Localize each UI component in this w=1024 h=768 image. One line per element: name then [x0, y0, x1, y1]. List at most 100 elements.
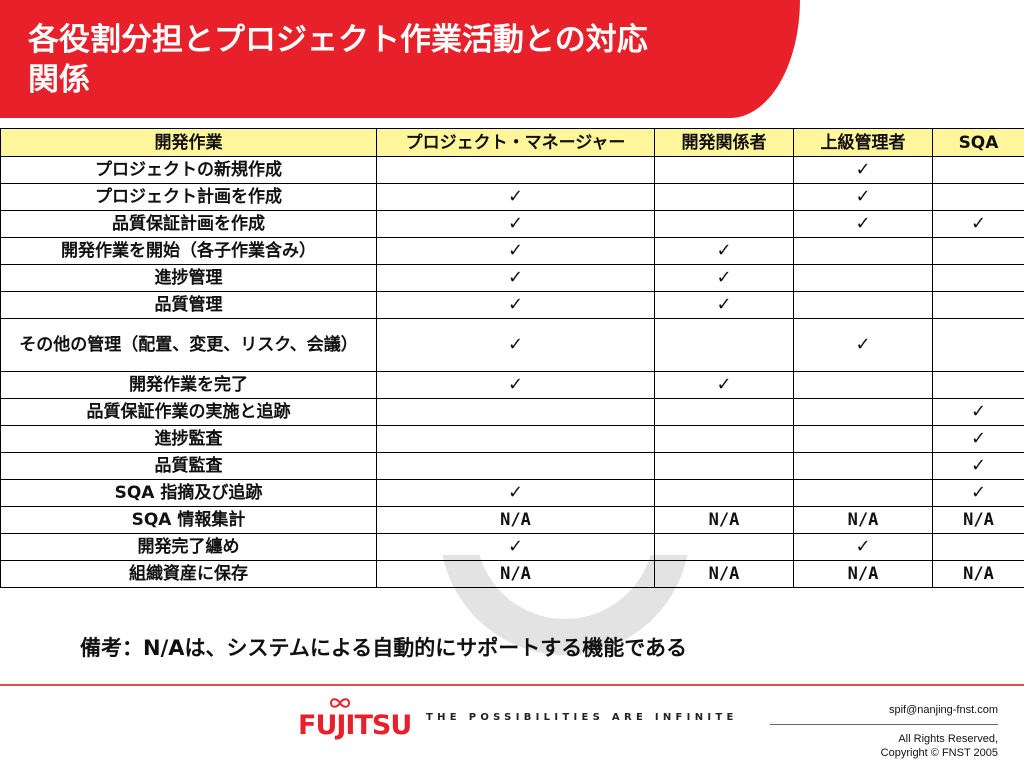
- project-manager-cell: [376, 452, 655, 480]
- developers-cell: ✓: [654, 237, 794, 265]
- senior-manager-cell: [793, 479, 933, 507]
- developers-cell: [654, 425, 794, 453]
- project-manager-cell: N/A: [376, 560, 655, 588]
- project-manager-cell: ✓: [376, 210, 655, 238]
- activity-cell: 開発完了纏め: [0, 533, 377, 561]
- developers-cell: [654, 533, 794, 561]
- senior-manager-cell: [793, 237, 933, 265]
- activity-cell: プロジェクト計画を作成: [0, 183, 377, 211]
- project-manager-cell: ✓: [376, 183, 655, 211]
- tagline: THE POSSIBILITIES ARE INFINITE: [426, 712, 738, 723]
- sqa-cell: [932, 533, 1024, 561]
- senior-manager-cell: N/A: [793, 560, 933, 588]
- project-manager-cell: [376, 156, 655, 184]
- table-row: 進捗管理 ✓ ✓: [0, 264, 1024, 292]
- activity-cell: 品質保証作業の実施と追跡: [0, 398, 377, 426]
- activity-cell: その他の管理（配置、変更、リスク、会議）: [0, 318, 377, 372]
- slide-title: 各役割分担とプロジェクト作業活動との対応 関係: [28, 20, 788, 100]
- table-header: 開発作業 プロジェクト・マネージャー 開発関係者 上級管理者 SQA: [0, 128, 1024, 157]
- table-row: 品質保証計画を作成 ✓ ✓ ✓: [0, 210, 1024, 238]
- activity-cell: 品質保証計画を作成: [0, 210, 377, 238]
- senior-manager-cell: [793, 291, 933, 319]
- table-row: 開発作業を開始（各子作業含み） ✓ ✓: [0, 237, 1024, 265]
- table-row: 進捗監査 ✓: [0, 425, 1024, 453]
- developers-cell: [654, 452, 794, 480]
- contact-email: spif@nanjing-fnst.com: [889, 704, 998, 716]
- role-activity-table: 開発作業 プロジェクト・マネージャー 開発関係者 上級管理者 SQA プロジェク…: [0, 128, 1024, 588]
- project-manager-cell: ✓: [376, 237, 655, 265]
- activity-cell: SQA 指摘及び追跡: [0, 479, 377, 507]
- senior-manager-cell: ✓: [793, 210, 933, 238]
- activity-cell: 品質管理: [0, 291, 377, 319]
- infinity-logo-icon: [329, 698, 351, 708]
- senior-manager-cell: ✓: [793, 533, 933, 561]
- rights-reserved: All Rights Reserved,: [898, 733, 998, 745]
- table-row: 組織資産に保存 N/A N/A N/A N/A: [0, 560, 1024, 588]
- sqa-cell: ✓: [932, 479, 1024, 507]
- header-activity: 開発作業: [0, 128, 377, 157]
- project-manager-cell: [376, 425, 655, 453]
- senior-manager-cell: [793, 398, 933, 426]
- sqa-cell: [932, 291, 1024, 319]
- table-row: 開発完了纏め ✓ ✓: [0, 533, 1024, 561]
- sqa-cell: [932, 237, 1024, 265]
- copyright-text: Copyright © FNST 2005: [880, 747, 998, 759]
- senior-manager-cell: ✓: [793, 183, 933, 211]
- activity-cell: 組織資産に保存: [0, 560, 377, 588]
- sqa-cell: N/A: [932, 506, 1024, 534]
- header-developers: 開発関係者: [654, 128, 794, 157]
- header-senior-manager: 上級管理者: [793, 128, 933, 157]
- senior-manager-cell: N/A: [793, 506, 933, 534]
- table-row: SQA 指摘及び追跡 ✓ ✓: [0, 479, 1024, 507]
- table-row: その他の管理（配置、変更、リスク、会議） ✓ ✓: [0, 318, 1024, 372]
- developers-cell: ✓: [654, 291, 794, 319]
- developers-cell: N/A: [654, 560, 794, 588]
- senior-manager-cell: [793, 371, 933, 399]
- sqa-cell: [932, 264, 1024, 292]
- activity-cell: 進捗監査: [0, 425, 377, 453]
- table-body: プロジェクトの新規作成 ✓ プロジェクト計画を作成 ✓ ✓ 品質保証計画を作成 ✓ ✓ ✓ 開発作…: [0, 156, 1024, 588]
- table-row: 品質監査 ✓: [0, 452, 1024, 480]
- activity-cell: 進捗管理: [0, 264, 377, 292]
- activity-cell: 開発作業を完了: [0, 371, 377, 399]
- senior-manager-cell: [793, 264, 933, 292]
- developers-cell: [654, 156, 794, 184]
- sqa-cell: [932, 371, 1024, 399]
- sqa-cell: [932, 156, 1024, 184]
- senior-manager-cell: [793, 425, 933, 453]
- logo-wordmark: FUJITSU: [298, 710, 412, 741]
- sqa-cell: [932, 183, 1024, 211]
- project-manager-cell: [376, 398, 655, 426]
- developers-cell: [654, 398, 794, 426]
- table-row: プロジェクト計画を作成 ✓ ✓: [0, 183, 1024, 211]
- developers-cell: ✓: [654, 371, 794, 399]
- developers-cell: N/A: [654, 506, 794, 534]
- developers-cell: [654, 318, 794, 372]
- senior-manager-cell: [793, 452, 933, 480]
- table-header-row: 開発作業 プロジェクト・マネージャー 開発関係者 上級管理者 SQA: [0, 128, 1024, 157]
- developers-cell: ✓: [654, 264, 794, 292]
- sqa-cell: ✓: [932, 398, 1024, 426]
- table-row: 品質保証作業の実施と追跡 ✓: [0, 398, 1024, 426]
- project-manager-cell: ✓: [376, 479, 655, 507]
- sqa-cell: N/A: [932, 560, 1024, 588]
- sqa-cell: [932, 318, 1024, 372]
- developers-cell: [654, 183, 794, 211]
- project-manager-cell: ✓: [376, 291, 655, 319]
- activity-cell: 開発作業を開始（各子作業含み）: [0, 237, 377, 265]
- header-project-manager: プロジェクト・マネージャー: [376, 128, 655, 157]
- table-row: プロジェクトの新規作成 ✓: [0, 156, 1024, 184]
- activity-cell: 品質監査: [0, 452, 377, 480]
- table-row: 開発作業を完了 ✓ ✓: [0, 371, 1024, 399]
- email-underline: [770, 724, 998, 725]
- footer-divider: [0, 684, 1024, 686]
- table-row: SQA 情報集計 N/A N/A N/A N/A: [0, 506, 1024, 534]
- copyright-block: All Rights Reserved, Copyright © FNST 20…: [881, 732, 998, 760]
- developers-cell: [654, 479, 794, 507]
- sqa-cell: ✓: [932, 425, 1024, 453]
- title-banner: 各役割分担とプロジェクト作業活動との対応 関係: [0, 0, 800, 118]
- header-sqa: SQA: [932, 128, 1024, 157]
- slide-title-line-1: 各役割分担とプロジェクト作業活動との対応: [28, 22, 648, 58]
- fujitsu-logo: FUJITSU: [298, 696, 418, 752]
- senior-manager-cell: ✓: [793, 318, 933, 372]
